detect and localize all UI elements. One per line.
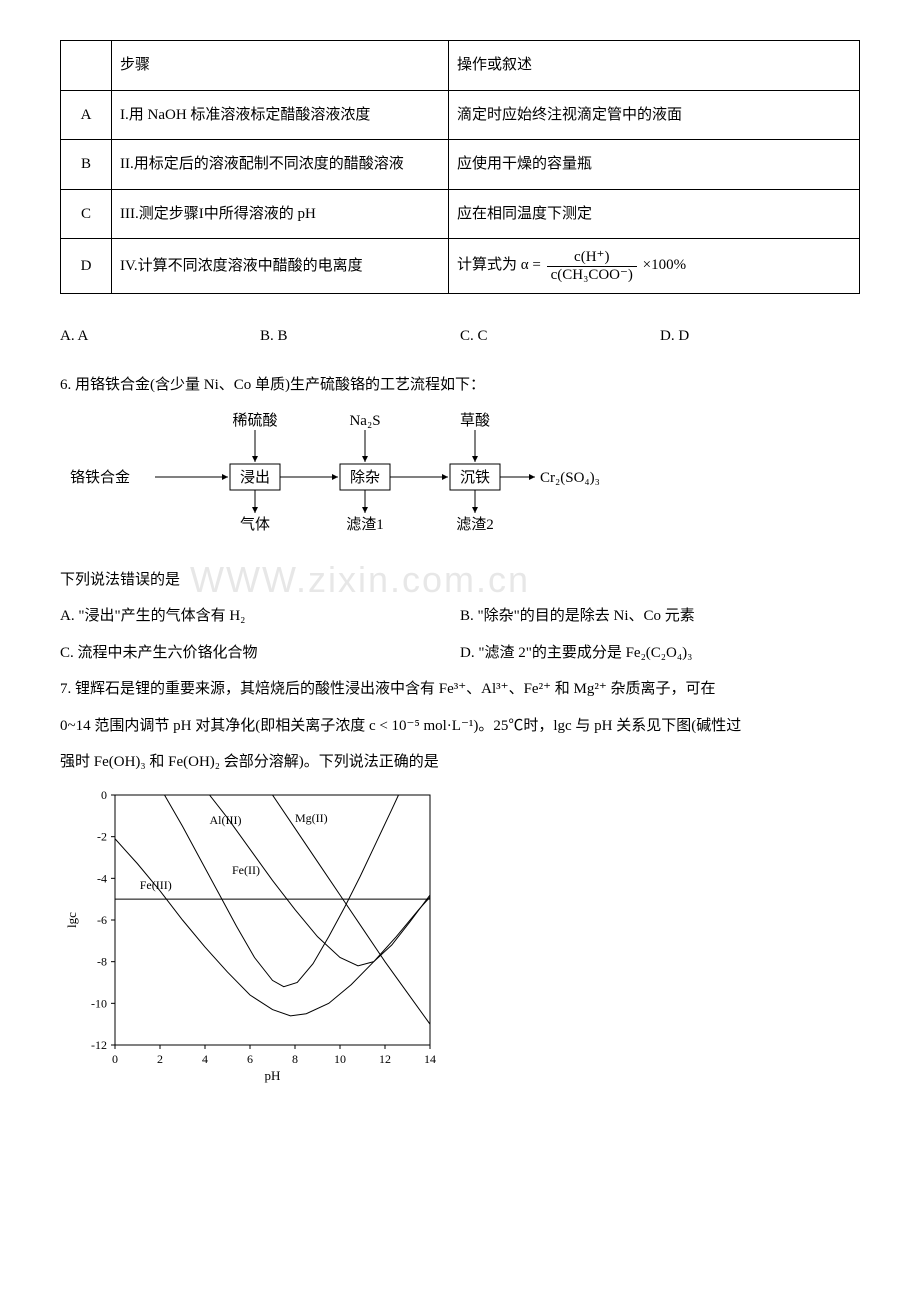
row-letter: A [61,90,112,140]
svg-text:-2: -2 [97,829,107,843]
option-c: C. C [460,322,660,351]
question7-stem-c: 强时 Fe(OH)₃ 和 Fe(OH)₂ 会部分溶解)。下列说法正确的是 [60,748,860,777]
question7-stem-b: 0~14 范围内调节 pH 对其净化(即相关离子浓度 c < 10⁻⁵ mol·… [60,712,860,741]
table-row: C III.测定步骤I中所得溶液的 pH 应在相同温度下测定 [61,189,860,239]
table-header-desc: 操作或叙述 [449,41,860,91]
row-desc: 计算式为 α = c(H⁺) c(CH₃COO⁻) ×100% [449,239,860,294]
table-row: A I.用 NaOH 标准溶液标定醋酸溶液浓度 滴定时应始终注视滴定管中的液面 [61,90,860,140]
option-c: C. 流程中未产生六价铬化合物 [60,639,460,668]
svg-text:12: 12 [379,1052,391,1066]
svg-text:14: 14 [424,1052,436,1066]
svg-text:Al(III): Al(III) [210,813,242,827]
row-d-alpha: α = [521,257,541,273]
question5-table: 步骤 操作或叙述 A I.用 NaOH 标准溶液标定醋酸溶液浓度 滴定时应始终注… [60,40,860,294]
frac-num: c(H⁺) [547,249,637,267]
question6-options-row2: C. 流程中未产生六价铬化合物 D. "滤渣 2"的主要成分是 Fe₂(C₂O₄… [60,639,860,668]
svg-text:0: 0 [112,1052,118,1066]
svg-text:Cr₂(SO₄)₃: Cr₂(SO₄)₃ [540,470,600,486]
svg-text:-8: -8 [97,954,107,968]
option-b: B. "除杂"的目的是除去 Ni、Co 元素 [460,602,860,631]
svg-text:-6: -6 [97,913,107,927]
question6-flowchart: 铬铁合金 浸出 除杂 沉铁 Cr₂(SO₄)₃ 稀硫酸 Na₂S 草酸气体 滤渣1 滤渣2 [60,407,620,547]
svg-text:lgc: lgc [64,911,79,927]
question6-options-row1: A. "浸出"产生的气体含有 H₂ B. "除杂"的目的是除去 Ni、Co 元素 [60,602,860,631]
table-row: D IV.计算不同浓度溶液中醋酸的电离度 计算式为 α = c(H⁺) c(CH… [61,239,860,294]
svg-text:Mg(II): Mg(II) [295,811,328,825]
svg-text:0: 0 [101,788,107,802]
option-a: A. "浸出"产生的气体含有 H₂ [60,602,460,631]
row-desc: 应在相同温度下测定 [449,189,860,239]
question7-stem-a: 7. 锂辉石是锂的重要来源，其焙烧后的酸性浸出液中含有 Fe³⁺、Al³⁺、Fe… [60,675,860,704]
option-a: A. A [60,322,260,351]
option-b: B. B [260,322,460,351]
svg-text:浸出: 浸出 [240,469,270,486]
row-step: II.用标定后的溶液配制不同浓度的醋酸溶液 [112,140,449,190]
svg-text:滤渣1: 滤渣1 [346,516,384,533]
svg-text:除杂: 除杂 [350,469,380,486]
option-d: D. D [660,322,860,351]
row-step: I.用 NaOH 标准溶液标定醋酸溶液浓度 [112,90,449,140]
question6-sub: 下列说法错误的是 [60,566,860,595]
svg-text:气体: 气体 [240,516,270,533]
row-letter: B [61,140,112,190]
svg-text:铬铁合金: 铬铁合金 [70,469,130,486]
question7-chart: -12 -10 -8 -6 -4 -2 0 0 2 4 6 8 10 12 14 pH lgc Fe(III) Al… [60,785,440,1085]
row-letter: D [61,239,112,294]
row-letter: C [61,189,112,239]
row-desc: 应使用干燥的容量瓶 [449,140,860,190]
question6-stem: 6. 用铬铁合金(含少量 Ni、Co 单质)生产硫酸铬的工艺流程如下： [60,371,860,400]
svg-text:2: 2 [157,1052,163,1066]
svg-text:-12: -12 [91,1038,107,1052]
svg-text:Na₂S: Na₂S [349,413,380,429]
svg-text:草酸: 草酸 [460,412,490,429]
row-desc: 滴定时应始终注视滴定管中的液面 [449,90,860,140]
option-d: D. "滤渣 2"的主要成分是 Fe₂(C₂O₄)₃ [460,639,860,668]
table-header-step: 步骤 [112,41,449,91]
svg-text:稀硫酸: 稀硫酸 [232,412,277,429]
svg-text:滤渣2: 滤渣2 [456,516,494,533]
row-step: III.测定步骤I中所得溶液的 pH [112,189,449,239]
table-row: B II.用标定后的溶液配制不同浓度的醋酸溶液 应使用干燥的容量瓶 [61,140,860,190]
svg-text:沉铁: 沉铁 [460,469,490,486]
svg-text:-10: -10 [91,996,107,1010]
svg-text:10: 10 [334,1052,346,1066]
question5-options: A. A B. B C. C D. D [60,322,860,351]
row-d-suffix: ×100% [643,257,686,273]
svg-text:Fe(II): Fe(II) [232,863,260,877]
svg-text:8: 8 [292,1052,298,1066]
svg-text:4: 4 [202,1052,208,1066]
row-d-fraction: c(H⁺) c(CH₃COO⁻) [547,249,637,283]
svg-text:-4: -4 [97,871,107,885]
table-header-blank [61,41,112,91]
frac-den: c(CH₃COO⁻) [547,267,637,284]
svg-text:6: 6 [247,1052,253,1066]
row-d-prefix: 计算式为 [457,257,517,273]
svg-text:Fe(III): Fe(III) [140,877,172,891]
row-step: IV.计算不同浓度溶液中醋酸的电离度 [112,239,449,294]
svg-text:pH: pH [265,1068,281,1083]
